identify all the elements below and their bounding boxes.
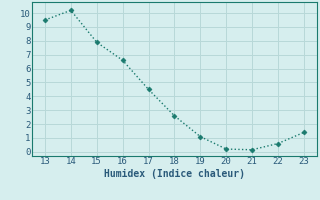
X-axis label: Humidex (Indice chaleur): Humidex (Indice chaleur) [104, 169, 245, 179]
